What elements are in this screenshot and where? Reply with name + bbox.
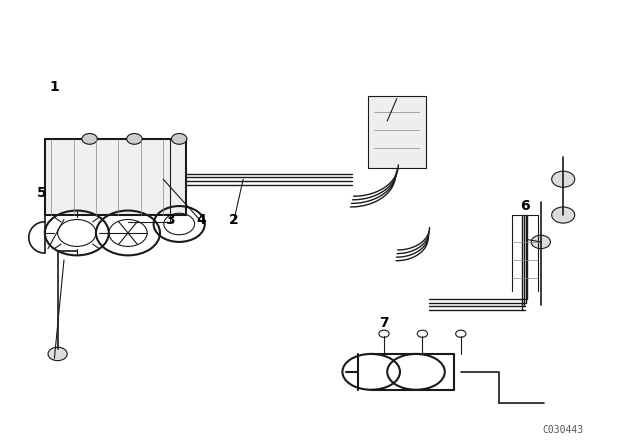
- Circle shape: [172, 134, 187, 144]
- Text: 1: 1: [49, 80, 60, 95]
- Circle shape: [456, 330, 466, 337]
- Circle shape: [48, 347, 67, 361]
- Circle shape: [82, 134, 97, 144]
- Circle shape: [552, 207, 575, 223]
- Text: 7: 7: [379, 315, 389, 330]
- Text: 6: 6: [520, 199, 530, 213]
- Text: 4: 4: [196, 212, 207, 227]
- Circle shape: [552, 171, 575, 187]
- Circle shape: [379, 330, 389, 337]
- Text: 3: 3: [164, 212, 175, 227]
- Circle shape: [531, 235, 550, 249]
- Text: 5: 5: [36, 185, 47, 200]
- Text: 2: 2: [228, 212, 239, 227]
- FancyBboxPatch shape: [368, 96, 426, 168]
- FancyBboxPatch shape: [45, 139, 186, 215]
- Text: C030443: C030443: [543, 425, 584, 435]
- Circle shape: [127, 134, 142, 144]
- Circle shape: [417, 330, 428, 337]
